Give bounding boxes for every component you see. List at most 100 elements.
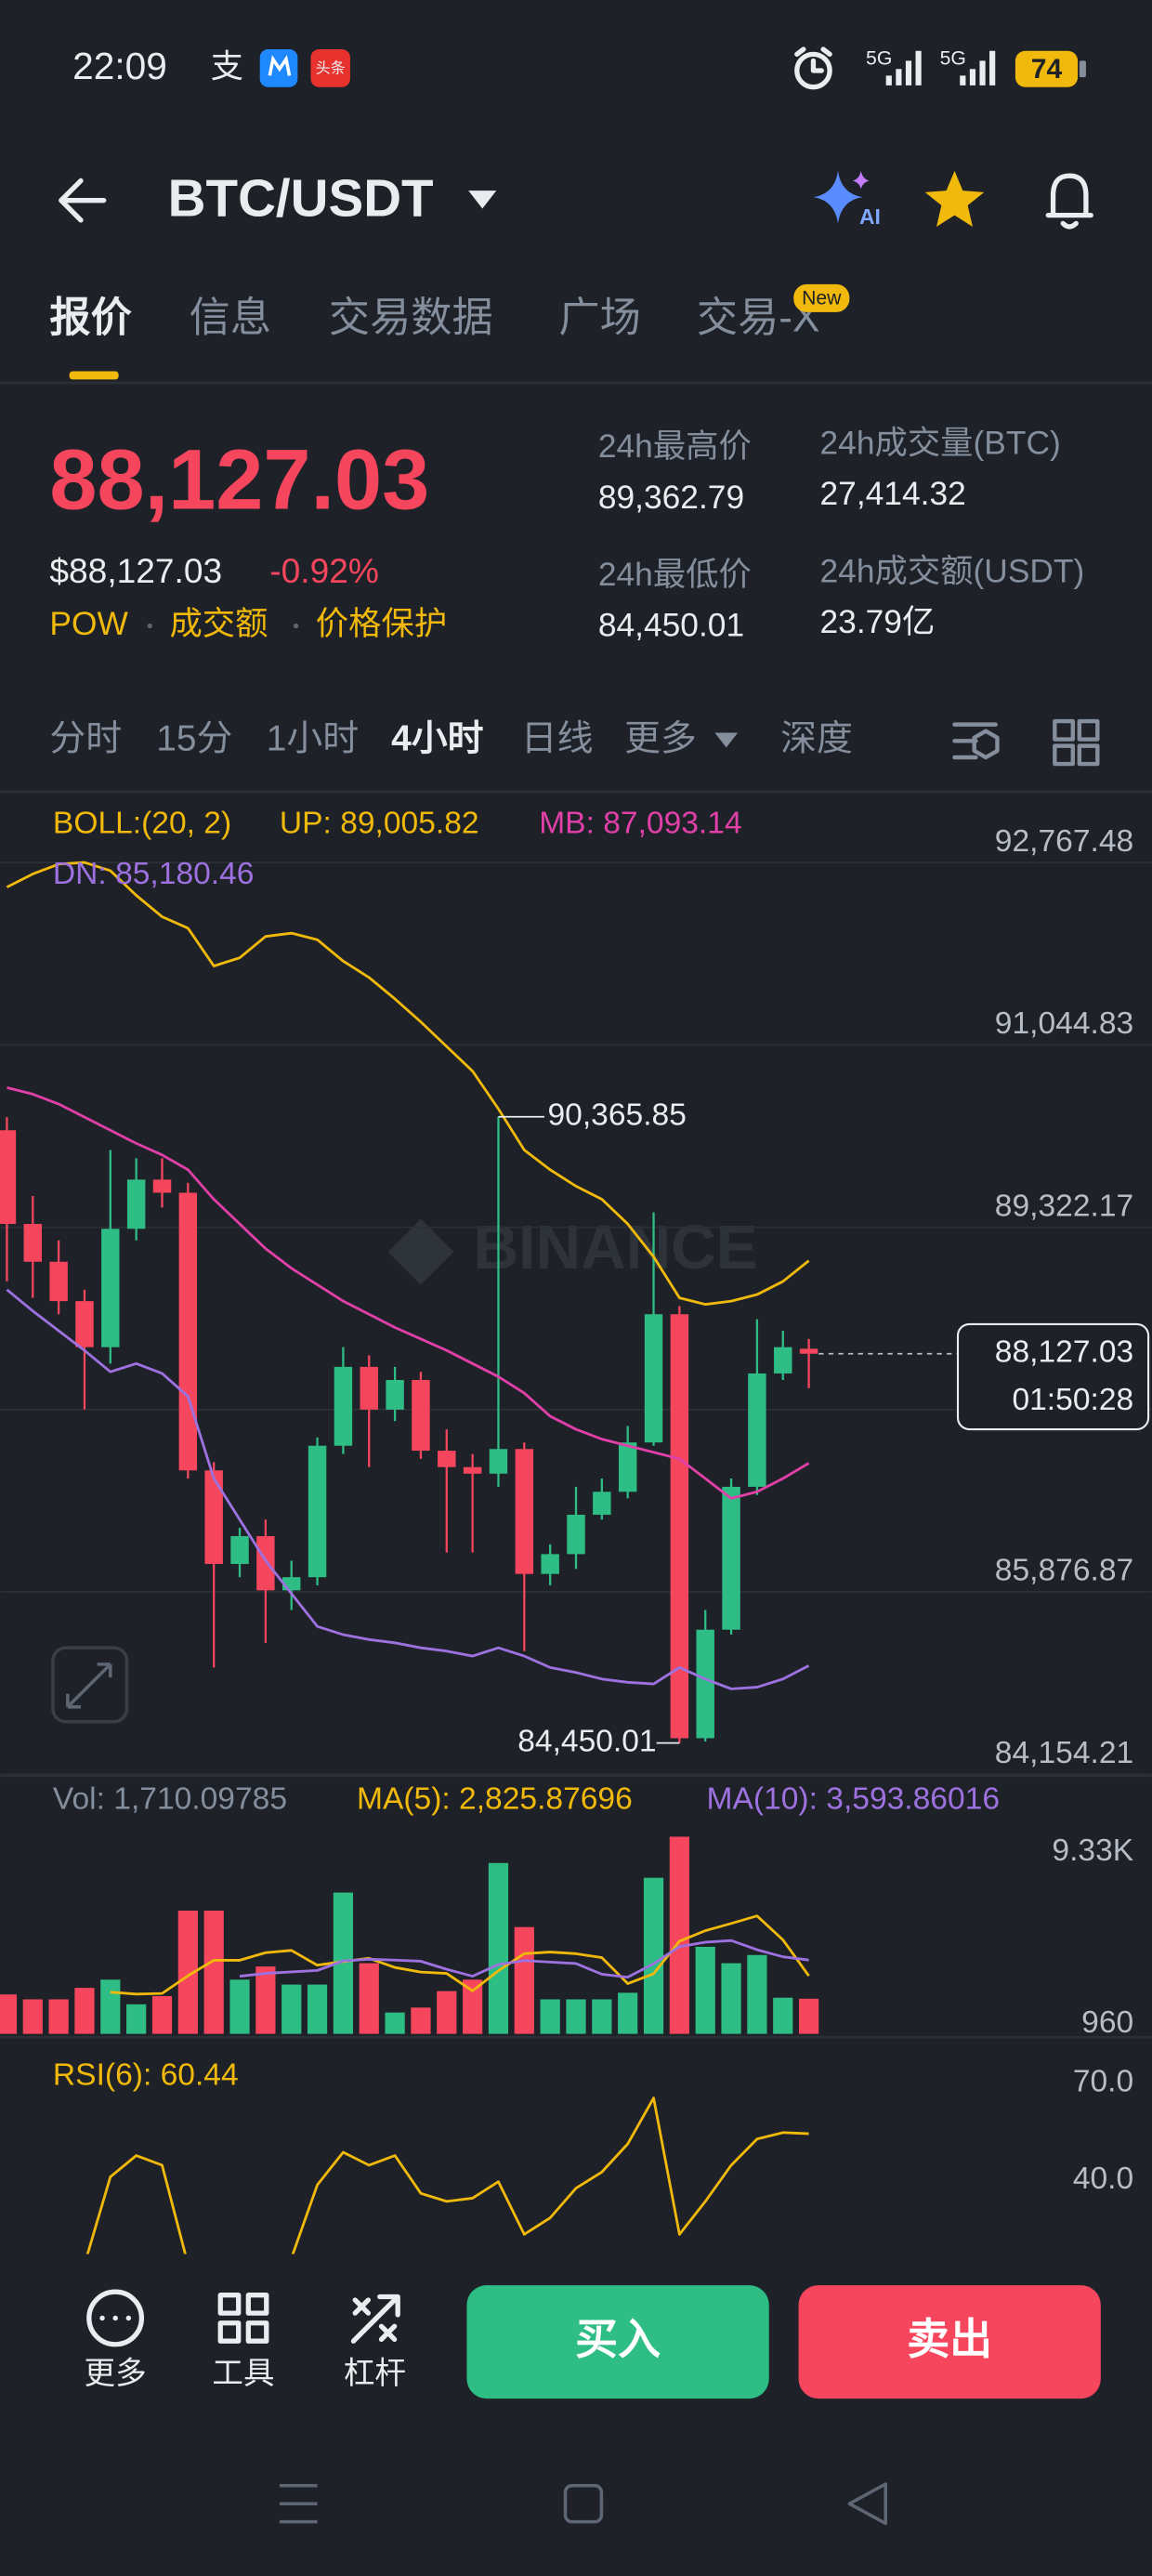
ai-sparkle (852, 170, 870, 190)
tab[interactable]: 广场 (558, 295, 640, 340)
legend-entry: MB: 87,093.14 (539, 806, 741, 840)
tools-icon[interactable] (217, 2293, 269, 2344)
tag[interactable]: 成交额 (169, 606, 268, 642)
buy-button[interactable] (466, 2285, 769, 2399)
tab[interactable]: 报价 (49, 295, 132, 340)
layout-button[interactable] (1053, 718, 1100, 767)
tag[interactable]: POW (49, 606, 128, 642)
interval[interactable]: 日线 (521, 719, 594, 759)
buy-label[interactable]: 买入 (575, 2315, 661, 2363)
candle-body (618, 1442, 637, 1492)
candle-body (489, 1449, 508, 1474)
pair-dropdown[interactable] (468, 191, 497, 209)
stat-label: 24h最低价 (598, 557, 752, 593)
y-tick-label: 89,322.17 (995, 1189, 1133, 1223)
pair-title[interactable]: BTC/USDT (168, 168, 434, 227)
volume-bar (74, 1988, 95, 2034)
candle-body (75, 1301, 94, 1347)
interval[interactable]: 更多 (624, 719, 697, 759)
nav-home[interactable] (563, 2484, 604, 2524)
candle-body (101, 1229, 120, 1347)
volume-bar (333, 1892, 354, 2034)
fullscreen-button[interactable] (51, 1646, 129, 1724)
volume-bar (514, 1926, 534, 2034)
tab[interactable]: 交易数据 (329, 295, 493, 340)
volume-bar (747, 1954, 767, 2034)
volume-bar (643, 1877, 664, 2034)
countdown-label: 01:50:28 (1012, 1383, 1133, 1417)
candle-body (463, 1466, 482, 1474)
candle-body (0, 1130, 17, 1225)
new-badge (793, 283, 850, 312)
candle-body (204, 1470, 223, 1564)
tool-label[interactable]: 工具 (212, 2357, 274, 2391)
sell-button[interactable] (798, 2285, 1101, 2399)
app-icon: 支 (211, 49, 243, 85)
network-label: 5G (940, 47, 966, 69)
candle-body (152, 1179, 172, 1193)
legend-entry: Vol: 1,710.09785 (53, 1781, 287, 1816)
candle-body (256, 1536, 275, 1591)
more-dropdown[interactable] (714, 732, 739, 748)
volume-bar (695, 1946, 715, 2034)
tab-indicator (69, 371, 119, 380)
nav-back[interactable] (847, 2482, 888, 2526)
candle-body (126, 1179, 146, 1229)
interval[interactable]: 1小时 (267, 719, 359, 759)
candle-body (230, 1536, 249, 1564)
candle-body (722, 1486, 740, 1630)
series-line (7, 1085, 810, 1500)
notification-button[interactable] (1045, 173, 1093, 230)
candle-body (360, 1366, 378, 1410)
tool-label[interactable]: 更多 (85, 2356, 147, 2391)
series-line (6, 1288, 810, 1690)
volume-bar (177, 1911, 198, 2034)
candle-body (567, 1514, 585, 1555)
candle-body (23, 1224, 43, 1262)
candle-body (799, 1348, 818, 1354)
candle-body (386, 1379, 404, 1410)
volume-bar (203, 1911, 224, 2034)
battery-icon (1015, 50, 1079, 87)
candle-body (334, 1366, 353, 1446)
tab[interactable]: 信息 (190, 295, 271, 340)
stat-value: 89,362.79 (598, 480, 744, 516)
fullscreen-icon (66, 1663, 112, 1709)
stat-value: 84,450.01 (598, 608, 744, 644)
signal-icon (960, 50, 996, 85)
nav-menu[interactable] (279, 2484, 318, 2524)
battery-tip (1079, 60, 1086, 78)
sell-label[interactable]: 卖出 (907, 2315, 992, 2363)
depth-tab[interactable]: 深度 (780, 719, 853, 759)
separator (293, 623, 299, 629)
app-icon-glyph (268, 55, 292, 76)
legend-entry: DN: 85,180.46 (53, 857, 255, 891)
back-button[interactable] (59, 177, 107, 223)
y-tick-label: 91,044.83 (995, 1006, 1133, 1041)
high-label: 90,365.85 (548, 1098, 687, 1133)
interval[interactable]: 15分 (156, 719, 232, 759)
volume-bar (411, 2007, 431, 2034)
y-tick-label: 84,154.21 (995, 1736, 1133, 1770)
favorite-button[interactable] (924, 170, 985, 227)
ai-button[interactable] (813, 170, 863, 224)
y-tick-label: 85,876.87 (995, 1554, 1133, 1588)
y-tick-label: 70.0 (1073, 2065, 1133, 2099)
candle-body (696, 1629, 714, 1739)
candle-body (644, 1314, 663, 1443)
interval[interactable]: 分时 (49, 719, 122, 759)
interval[interactable]: 4小时 (391, 719, 483, 759)
alarm-icon (794, 46, 832, 73)
last-price: 88,127.03 (49, 433, 429, 528)
stat-label: 24h成交额(USDT) (820, 553, 1085, 589)
tool-label[interactable]: 杠杆 (344, 2356, 406, 2391)
leverage-icon[interactable] (350, 2293, 400, 2344)
stat-value: 23.79亿 (820, 604, 936, 640)
legend-entry: MA(5): 2,825.87696 (357, 1781, 633, 1816)
tag[interactable]: 价格保护 (316, 606, 447, 642)
more-tool-icon[interactable] (86, 2289, 145, 2347)
volume-bar (229, 1979, 250, 2034)
